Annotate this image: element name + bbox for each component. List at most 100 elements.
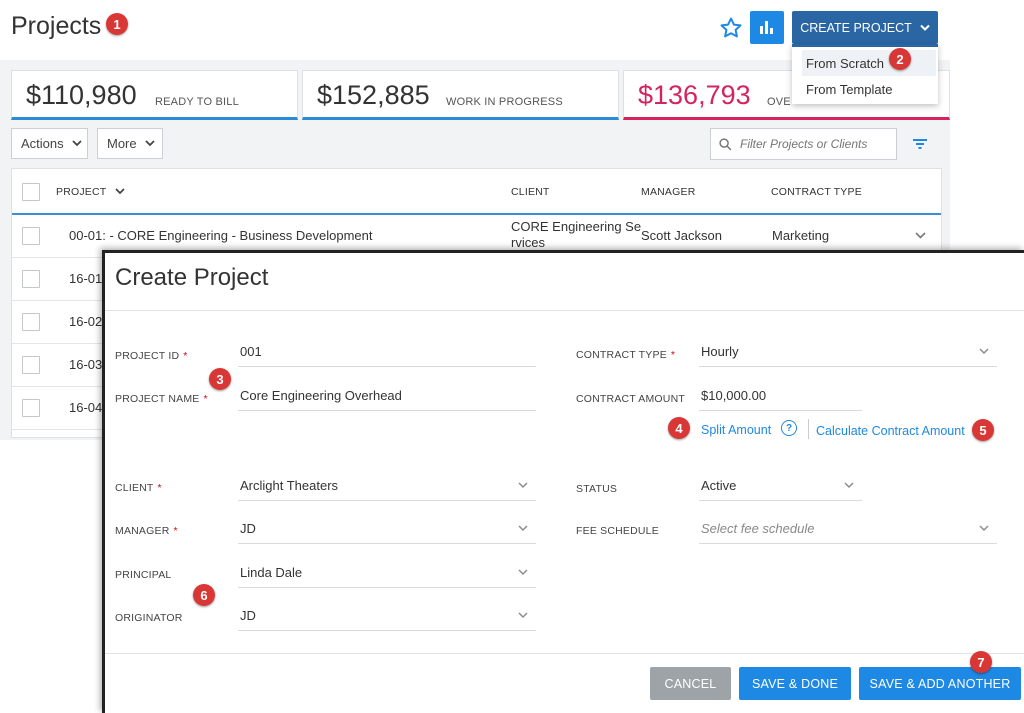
stat-work-in-progress[interactable]: $152,885 WORK IN PROGRESS <box>302 70 619 120</box>
create-project-button[interactable]: CREATE PROJECT <box>792 11 938 44</box>
row-checkbox[interactable] <box>22 227 40 245</box>
star-icon[interactable] <box>719 16 743 40</box>
select-all-checkbox[interactable] <box>22 183 40 201</box>
create-project-label: CREATE PROJECT <box>800 20 912 35</box>
manager-cell: Scott Jackson <box>641 228 722 243</box>
column-manager[interactable]: MANAGER <box>641 186 696 198</box>
contract-type-label: CONTRACT TYPE * <box>576 349 675 361</box>
annotation-marker-3: 3 <box>209 368 231 390</box>
principal-label: PRINCIPAL <box>115 569 172 581</box>
status-value: Active <box>701 478 737 493</box>
actions-label: Actions <box>21 136 64 151</box>
menu-item-from-scratch[interactable]: From Scratch <box>802 50 936 76</box>
required-marker: * <box>157 482 162 494</box>
chevron-down-icon[interactable] <box>915 232 926 239</box>
modal-divider <box>105 310 1024 311</box>
client-line: CORE Engineering Se <box>511 219 642 234</box>
originator-label: ORIGINATOR <box>115 612 183 624</box>
chevron-down-icon <box>920 24 930 31</box>
calculate-contract-amount-link[interactable]: Calculate Contract Amount <box>816 424 965 438</box>
filter-input[interactable] <box>740 137 890 151</box>
required-marker: * <box>173 525 178 537</box>
analytics-button[interactable] <box>750 11 784 44</box>
project-id-field[interactable]: 001 <box>238 341 536 367</box>
filter-search-box[interactable] <box>710 128 897 160</box>
more-label: More <box>107 136 137 151</box>
stat-ready-to-bill[interactable]: $110,980 READY TO BILL <box>11 70 298 120</box>
label-text: MANAGER <box>115 525 170 537</box>
manager-value: JD <box>240 521 256 536</box>
label-text: PROJECT ID <box>115 350 180 362</box>
stat-label: OVE <box>767 96 791 108</box>
filter-icon[interactable] <box>912 137 928 151</box>
column-project-label: PROJECT <box>56 186 107 198</box>
client-value: Arclight Theaters <box>240 478 339 493</box>
manager-select[interactable]: JD <box>238 518 536 544</box>
project-cell: 16-03 <box>69 357 103 372</box>
actions-button[interactable]: Actions <box>11 128 88 159</box>
required-marker: * <box>183 350 188 362</box>
stat-amount: $110,980 <box>26 80 137 110</box>
label-text: CLIENT <box>115 482 154 494</box>
originator-value: JD <box>240 608 256 623</box>
contract-type-select[interactable]: Hourly <box>699 341 997 367</box>
search-icon <box>719 137 732 150</box>
create-project-modal: Create Project PROJECT ID * 001 PROJECT N… <box>102 250 1024 713</box>
annotation-marker-1: 1 <box>106 13 128 35</box>
principal-value: Linda Dale <box>240 565 303 580</box>
contract-type-value: Hourly <box>701 344 739 359</box>
status-select[interactable]: Active <box>699 475 862 501</box>
annotation-marker-2: 2 <box>889 48 911 70</box>
modal-title: Create Project <box>115 264 269 291</box>
cancel-button[interactable]: CANCEL <box>650 667 731 700</box>
split-amount-link[interactable]: Split Amount <box>701 423 772 437</box>
contract-type-cell: Marketing <box>772 228 830 243</box>
label-text: CONTRACT TYPE <box>576 349 667 361</box>
row-checkbox[interactable] <box>22 356 40 374</box>
page-title: Projects <box>11 12 102 40</box>
project-cell: 16-02 <box>69 314 103 329</box>
annotation-marker-7: 7 <box>970 651 992 673</box>
column-contract-type[interactable]: CONTRACT TYPE <box>771 186 862 198</box>
annotation-marker-4: 4 <box>668 417 690 439</box>
chevron-down-icon <box>518 569 528 575</box>
required-marker: * <box>203 393 208 405</box>
stat-amount: $136,793 <box>638 80 751 110</box>
annotation-marker-5: 5 <box>972 419 994 441</box>
stat-amount: $152,885 <box>317 80 430 110</box>
fee-schedule-select[interactable]: Select fee schedule <box>699 518 997 544</box>
chevron-down-icon <box>979 348 989 354</box>
chevron-down-icon <box>144 140 155 147</box>
client-label: CLIENT * <box>115 482 162 494</box>
label-text: PROJECT NAME <box>115 393 200 405</box>
required-marker: * <box>670 349 676 361</box>
project-name-field[interactable]: Core Engineering Overhead <box>238 385 536 411</box>
help-icon[interactable]: ? <box>781 420 797 436</box>
status-label: STATUS <box>576 483 618 495</box>
client-line: rvices <box>511 235 545 250</box>
project-id-label: PROJECT ID * <box>115 350 188 362</box>
project-cell: 00-01: - CORE Engineering - Business Dev… <box>69 228 373 243</box>
contract-amount-value: $10,000.00 <box>701 388 767 403</box>
row-checkbox[interactable] <box>22 270 40 288</box>
more-button[interactable]: More <box>97 128 163 159</box>
project-cell: 16-04 <box>69 400 103 415</box>
client-select[interactable]: Arclight Theaters <box>238 475 536 501</box>
principal-select[interactable]: Linda Dale <box>238 562 536 588</box>
chevron-down-icon <box>844 482 854 488</box>
column-project[interactable]: PROJECT <box>56 186 125 198</box>
contract-amount-field[interactable]: $10,000.00 <box>699 385 862 411</box>
save-and-done-button[interactable]: SAVE & DONE <box>739 667 851 700</box>
project-name-label: PROJECT NAME * <box>115 393 208 405</box>
column-client[interactable]: CLIENT <box>511 186 550 198</box>
row-checkbox[interactable] <box>22 399 40 417</box>
row-checkbox[interactable] <box>22 313 40 331</box>
contract-amount-label: CONTRACT AMOUNT <box>576 393 685 405</box>
originator-select[interactable]: JD <box>238 605 536 631</box>
create-project-dropdown: From Scratch From Template <box>792 44 938 104</box>
menu-item-from-template[interactable]: From Template <box>806 81 893 97</box>
save-and-add-another-button[interactable]: SAVE & ADD ANOTHER <box>859 667 1021 700</box>
project-cell: 16-01 <box>69 271 103 286</box>
table-header: PROJECT CLIENT MANAGER CONTRACT TYPE <box>12 169 941 215</box>
chevron-down-icon <box>72 140 82 147</box>
